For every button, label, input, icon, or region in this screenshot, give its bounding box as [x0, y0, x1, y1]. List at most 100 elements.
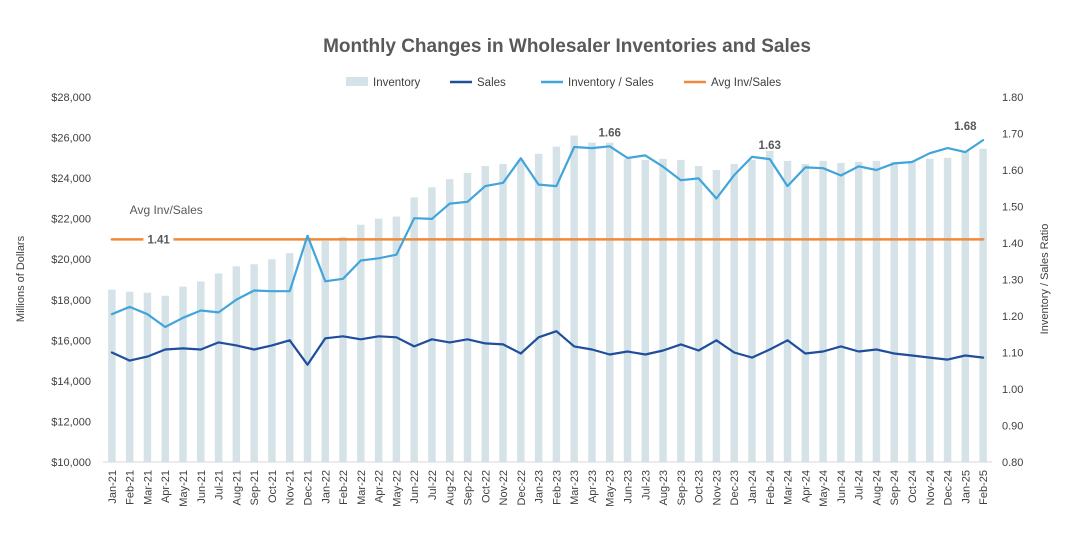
inventory-bar: [179, 286, 187, 462]
x-tick-label: Oct-24: [907, 470, 919, 503]
inventory-bar: [837, 162, 845, 462]
inventory-bar: [481, 165, 490, 462]
x-tick-label: Mar-24: [783, 470, 795, 505]
x-tick-label: Oct-23: [694, 470, 706, 503]
y-right-tick-label: 1.40: [1002, 238, 1023, 250]
x-tick-label: May-22: [391, 470, 403, 507]
sales-line: [110, 330, 985, 366]
y-left-tick-label: $10,000: [51, 457, 91, 469]
x-tick-label: Mar-22: [356, 470, 368, 505]
x-tick-label: Nov-22: [498, 470, 510, 505]
y-right-tick-label: 1.00: [1002, 384, 1023, 396]
inventory-bar: [854, 161, 863, 462]
y-right-tick-label: 1.80: [1002, 92, 1023, 104]
x-tick-label: May-24: [818, 470, 830, 507]
inventory-bar: [250, 264, 258, 462]
x-tick-label: Dec-24: [943, 470, 955, 505]
inventory-bar: [463, 173, 472, 462]
y-left-tick-label: $20,000: [51, 254, 91, 266]
x-tick-label: Jan-24: [747, 470, 759, 504]
inventory-bar: [908, 160, 916, 462]
x-tick-label: Feb-24: [765, 470, 777, 505]
y-left-tick-label: $28,000: [51, 92, 91, 104]
inventory-bar: [872, 160, 881, 462]
inventory-bar: [445, 179, 454, 462]
x-tick-label: Sep-23: [676, 470, 688, 505]
x-tick-label: Nov-24: [925, 470, 937, 505]
inventory-bar: [623, 158, 632, 462]
annotation-label: 1.41: [147, 234, 170, 246]
inventory-bar: [677, 159, 685, 462]
inventory-bar: [232, 266, 241, 462]
inventory-bar: [499, 163, 507, 462]
x-tick-label: Aug-24: [871, 470, 883, 505]
inventory-bar: [659, 158, 667, 462]
inventory-bar: [392, 216, 401, 462]
x-tick-label: Feb-25: [978, 470, 990, 505]
chart-title: Monthly Changes in Wholesaler Inventorie…: [323, 36, 811, 57]
x-tick-label: Jun-22: [409, 470, 421, 504]
y-left-tick-label: $12,000: [51, 416, 91, 428]
inventory-bar: [783, 160, 792, 462]
legend-label: Avg Inv/Sales: [711, 77, 781, 89]
x-tick-label: Jul-24: [854, 470, 866, 500]
inventory-bar: [801, 163, 810, 462]
y-right-tick-label: 1.60: [1002, 165, 1023, 177]
annotation-label: 1.66: [599, 127, 621, 139]
inventory-bar: [285, 253, 294, 462]
x-tick-label: Jun-23: [623, 470, 635, 504]
y-right-tick-label: 0.90: [1002, 421, 1023, 433]
x-tick-label: May-21: [178, 470, 190, 507]
series-lines: [110, 139, 985, 366]
legend: Inventory Sales Inventory / Sales Avg Inv/S…: [346, 77, 781, 89]
x-tick-label: Feb-22: [338, 470, 350, 505]
y-left-tick-label: $16,000: [51, 335, 91, 347]
x-tick-label: Dec-23: [729, 470, 741, 505]
x-tick-label: Aug-22: [445, 470, 457, 505]
inventory-bar: [570, 135, 578, 462]
inventory-bar: [730, 163, 738, 462]
x-tick-label: Mar-21: [142, 470, 154, 505]
x-tick-label: Sep-21: [249, 470, 261, 505]
inventory-bar: [357, 224, 365, 462]
x-tick-label: Jun-24: [836, 470, 848, 504]
y-right-tick-label: 1.10: [1002, 348, 1023, 360]
y-left-tick-label: $26,000: [51, 133, 91, 145]
y-axis-left-title: Millions of Dollars: [15, 235, 27, 322]
legend-label: Sales: [477, 77, 506, 89]
x-tick-label: Jul-23: [640, 470, 652, 500]
inventory-bar: [428, 187, 436, 462]
inventory-bar: [961, 150, 970, 462]
inventory-bar: [890, 161, 898, 462]
inventory-bar: [588, 142, 596, 462]
y-right-tick-label: 1.20: [1002, 311, 1023, 323]
y-right-tick-label: 1.50: [1002, 202, 1023, 214]
inventory-bar: [819, 160, 827, 462]
x-tick-label: Jan-21: [107, 470, 119, 504]
x-tick-label: Jan-25: [960, 470, 972, 504]
inventory-bar: [979, 148, 987, 463]
inventory-bar: [321, 240, 329, 462]
inventory-bar: [374, 218, 383, 462]
inventory-bar: [410, 197, 418, 462]
legend-label: Inventory: [373, 77, 421, 89]
x-tick-label: Jul-21: [214, 470, 226, 500]
inventory-bar: [303, 237, 312, 462]
y-left-tick-label: $14,000: [51, 376, 91, 388]
x-tick-label: Aug-21: [231, 470, 243, 505]
x-tick-label: Jul-22: [427, 470, 439, 500]
inventory-bar: [108, 289, 116, 462]
x-tick-label: Sep-24: [889, 470, 901, 505]
y-right-tick-label: 0.80: [1002, 457, 1023, 469]
x-tick-label: Apr-24: [800, 470, 812, 503]
x-tick-label: Jun-21: [196, 470, 208, 504]
inventory-bar: [517, 159, 525, 462]
inventory-bar: [712, 170, 721, 462]
annotation-label: Avg Inv/Sales: [130, 203, 203, 217]
x-tick-label: Feb-23: [551, 470, 563, 505]
annotation-label: 1.68: [954, 121, 977, 133]
y-left-tick-label: $22,000: [51, 214, 91, 226]
x-tick-label: Apr-21: [160, 470, 172, 503]
